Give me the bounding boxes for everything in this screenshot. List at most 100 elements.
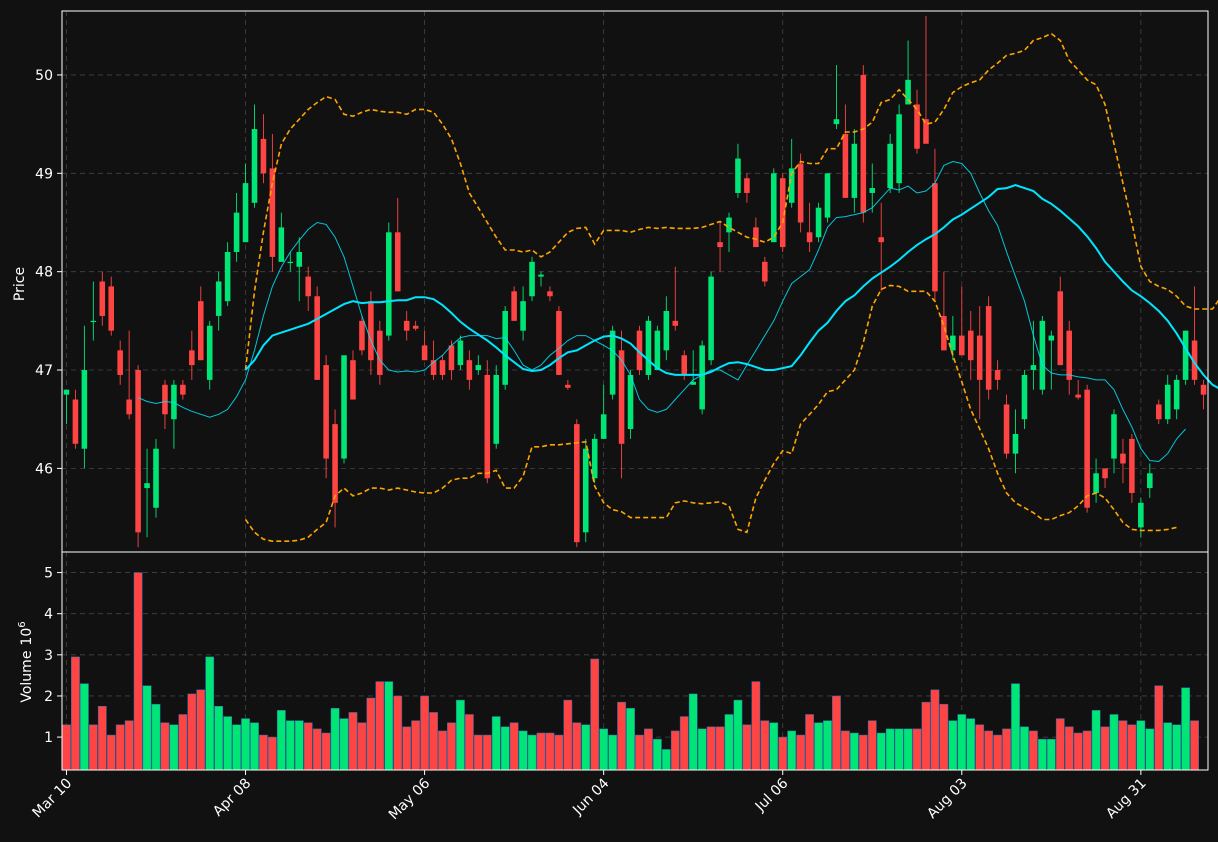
volume-bar-down — [348, 712, 358, 771]
volume-tick-label: 1 — [44, 730, 53, 746]
candle-body-up — [493, 374, 500, 444]
volume-bar-down — [429, 712, 438, 771]
volume-axis-label: Volume 106 — [17, 621, 35, 702]
volume-bar-down — [312, 728, 322, 771]
candle-body-down — [1084, 389, 1090, 508]
candle-body-up — [278, 227, 285, 262]
candle-body-down — [762, 261, 768, 282]
volume-bar-down — [464, 714, 474, 771]
candle-body-down — [135, 370, 141, 533]
volume-bar-up — [1020, 726, 1029, 771]
candle-body-up — [609, 330, 616, 395]
candle-body-down — [959, 335, 965, 356]
volume-bar-down — [706, 726, 716, 771]
volume-bar-down — [742, 724, 752, 771]
candles — [63, 15, 1207, 548]
candle-body-up — [726, 217, 732, 233]
upper-band-line — [244, 32, 1218, 371]
volume-bar-up — [1037, 738, 1047, 771]
candle-body-up — [153, 448, 159, 508]
volume-bar-down — [1100, 726, 1110, 771]
candle-body-up — [171, 384, 177, 420]
candle-body-down — [842, 133, 849, 198]
volume-bar-down — [939, 703, 949, 771]
ema-line — [137, 160, 1186, 463]
volume-bar-down — [473, 734, 483, 771]
volume-bar-up — [1109, 714, 1119, 771]
candle-body-up — [1138, 502, 1144, 528]
candle-body-down — [941, 315, 947, 351]
candle-body-up — [788, 168, 795, 203]
candle-body-down — [967, 330, 974, 361]
volume-bar-down — [1127, 724, 1137, 771]
volume-bar-up — [285, 720, 295, 771]
candle-body-up — [251, 129, 258, 203]
volume-bar-up — [948, 720, 958, 771]
volume-bar-up — [688, 693, 698, 771]
volume-bar-up — [1091, 710, 1101, 771]
volume-bar-down — [1055, 718, 1065, 771]
volume-bar-down — [509, 722, 519, 771]
volume-bar-down — [1029, 730, 1038, 771]
volume-bar-down — [984, 730, 994, 771]
candle-body-up — [645, 320, 652, 375]
candle-body-down — [403, 320, 410, 331]
volume-bar-up — [169, 724, 179, 771]
candle-body-down — [717, 242, 723, 248]
lower-band-line — [244, 284, 1177, 543]
volume-tick-label: 4 — [44, 607, 53, 623]
candle-body-up — [502, 311, 508, 385]
volume-bar-down — [1154, 685, 1164, 771]
volume-bar-down — [832, 695, 841, 771]
candle-body-down — [448, 345, 455, 371]
candle-body-down — [878, 237, 884, 243]
volume-bar-down — [321, 732, 331, 771]
price-y-axis: 46 47 48 49 50 — [35, 68, 62, 477]
candle-body-down — [1155, 404, 1162, 420]
candle-body-up — [63, 389, 70, 395]
volume-bar-down — [760, 720, 770, 771]
candle-body-down — [994, 370, 1001, 380]
candle-body-down — [914, 104, 920, 149]
volume-bar-down — [62, 724, 71, 771]
price-tick-label: 48 — [35, 265, 53, 281]
volume-bar-up — [223, 716, 233, 771]
volume-bar-down — [411, 720, 421, 771]
volume-bar-down — [447, 722, 456, 771]
volume-bar-up — [823, 720, 832, 771]
volume-bar-down — [778, 736, 788, 771]
volume-bar-down — [635, 734, 644, 771]
candle-body-up — [1147, 473, 1153, 489]
volume-bar-down — [563, 699, 573, 771]
candle-body-down — [466, 360, 473, 380]
candle-body-up — [815, 207, 822, 238]
candle-body-down — [197, 301, 204, 361]
volume-bar-up — [1145, 728, 1155, 771]
volume-bar-up — [276, 710, 286, 771]
candle-body-down — [556, 311, 562, 375]
volume-bar-up — [1136, 720, 1146, 771]
candle-body-down — [1066, 330, 1073, 380]
candle-body-down — [117, 350, 123, 375]
candle-body-up — [1164, 384, 1171, 420]
volume-bar-down — [644, 728, 653, 771]
candle-body-down — [394, 232, 401, 292]
candle-body-down — [314, 296, 320, 380]
candle-body-down — [806, 232, 813, 243]
candle-body-down — [421, 345, 428, 361]
candle-body-up — [699, 345, 705, 410]
candle-body-down — [779, 178, 786, 248]
volume-bar-up — [733, 699, 743, 771]
candle-body-down — [126, 399, 132, 415]
candle-body-up — [1012, 433, 1019, 454]
candle-body-up — [1048, 335, 1055, 341]
candle-body-up — [582, 448, 589, 533]
candle-body-down — [618, 350, 625, 444]
volume-bar-down — [572, 722, 582, 771]
candle-body-up — [233, 212, 240, 252]
candle-body-down — [932, 183, 938, 292]
volume-bar-up — [894, 728, 904, 771]
volume-axis-label-text: Volume — [19, 651, 35, 703]
candle-body-up — [296, 251, 303, 267]
volume-bar-up — [518, 730, 528, 771]
